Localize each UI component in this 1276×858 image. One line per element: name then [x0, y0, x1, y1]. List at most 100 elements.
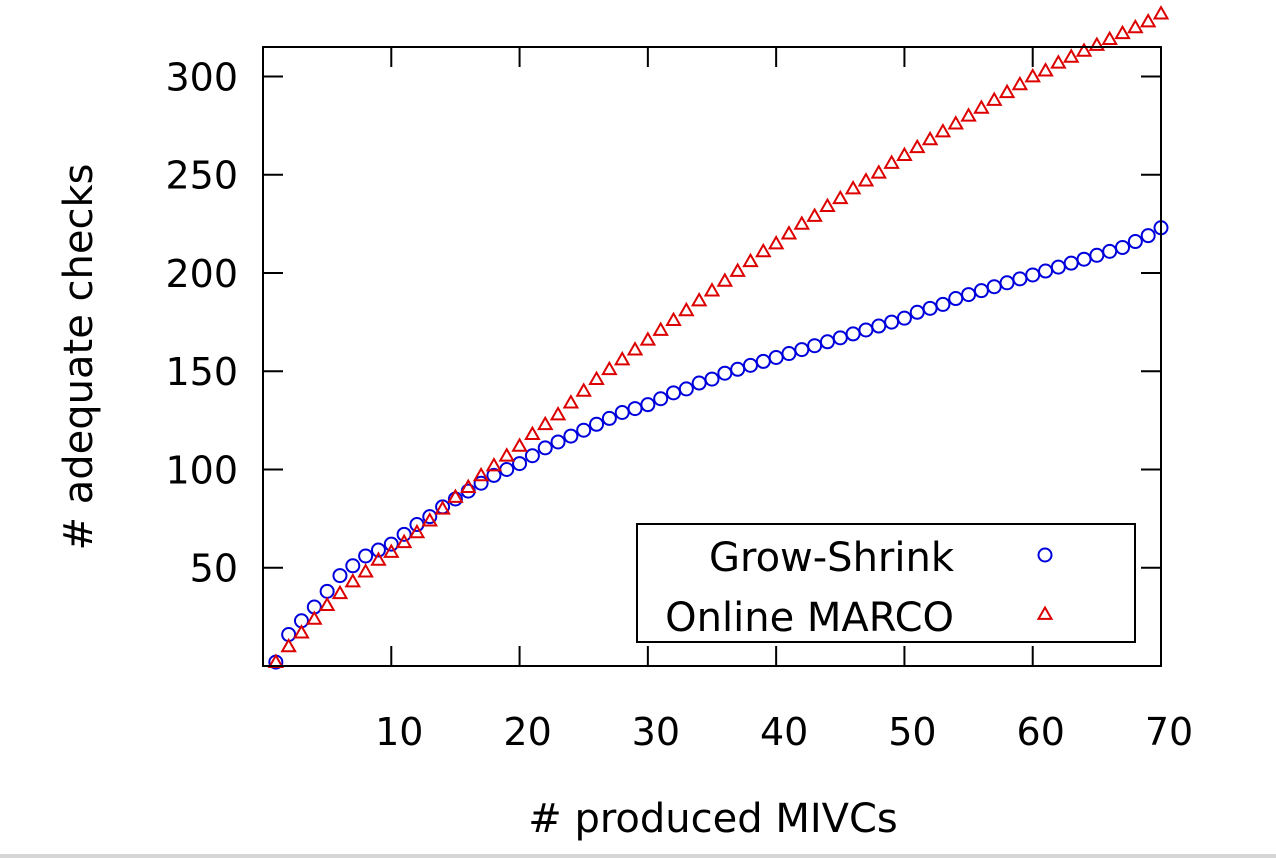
data-point — [486, 467, 502, 483]
data-point — [601, 360, 618, 376]
data-point — [575, 382, 592, 397]
data-point — [626, 341, 644, 356]
data-point — [922, 300, 938, 316]
data-point — [306, 610, 323, 625]
axes-layer: 10 20 30 40 50 60 70 50 100 150 200 250 300 — [165, 46, 1193, 754]
data-point — [1075, 42, 1093, 57]
data-point — [806, 207, 823, 222]
data-point — [717, 365, 733, 381]
data-point — [742, 357, 758, 373]
y-axis-title: # adequate checks — [56, 164, 102, 551]
data-point — [973, 99, 990, 114]
data-point — [1024, 67, 1041, 83]
data-point — [794, 342, 810, 358]
legend-label-online-marco: Online MARCO — [665, 595, 954, 641]
data-point — [345, 558, 361, 574]
data-point — [896, 310, 912, 326]
data-point — [986, 279, 1002, 295]
data-point — [473, 475, 489, 491]
data-point — [344, 572, 362, 588]
data-point — [703, 282, 721, 297]
data-point — [588, 370, 605, 385]
data-point — [319, 583, 335, 599]
data-point — [1050, 259, 1066, 275]
data-point — [434, 500, 451, 515]
legend: Grow-Shrink Online MARCO — [636, 523, 1136, 643]
data-point — [1127, 234, 1143, 250]
data-point — [960, 107, 977, 122]
data-point — [357, 563, 374, 578]
data-point — [1038, 263, 1054, 279]
data-point — [998, 83, 1016, 99]
y-tick-label: 300 — [165, 55, 238, 99]
data-point — [576, 422, 592, 438]
data-point — [1089, 247, 1105, 263]
data-point — [832, 330, 848, 346]
data-point — [1152, 5, 1170, 20]
y-tick-label: 100 — [165, 448, 238, 492]
data-point — [1139, 12, 1157, 28]
data-point — [396, 526, 412, 542]
data-point — [537, 440, 553, 456]
data-point — [690, 291, 708, 307]
y-tick-label: 250 — [165, 154, 238, 198]
data-point — [524, 448, 540, 464]
data-point — [293, 624, 310, 639]
data-point — [332, 568, 348, 584]
data-point — [934, 122, 952, 138]
data-point — [1101, 30, 1118, 46]
data-point — [524, 425, 541, 440]
data-point — [729, 262, 746, 277]
data-point — [653, 391, 669, 407]
data-point — [1012, 271, 1028, 287]
data-point — [601, 410, 617, 426]
legend-marker-online-marco — [1036, 605, 1054, 620]
data-point — [358, 548, 374, 564]
data-point — [973, 283, 989, 299]
data-point — [563, 428, 579, 444]
data-point — [678, 301, 695, 317]
data-point — [383, 543, 400, 558]
data-point — [613, 350, 631, 366]
x-tick-label: 50 — [888, 710, 936, 754]
data-point — [1025, 267, 1041, 283]
data-point — [499, 461, 515, 477]
data-point — [562, 394, 580, 409]
data-point — [395, 533, 413, 549]
data-point — [1062, 48, 1080, 63]
data-point — [793, 215, 811, 230]
x-tick-label: 10 — [375, 710, 423, 754]
y-tick-label: 200 — [165, 252, 238, 296]
data-point — [986, 91, 1003, 106]
data-point — [691, 375, 707, 391]
x-tick-label: 40 — [760, 710, 808, 754]
data-point — [947, 115, 964, 130]
y-tick-label: 50 — [190, 547, 238, 591]
data-point — [370, 542, 386, 558]
data-point — [1011, 75, 1029, 91]
legend-label-grow-shrink: Grow-Shrink — [709, 535, 955, 581]
data-point — [999, 275, 1015, 291]
data-point — [1102, 243, 1118, 259]
data-point — [331, 584, 349, 600]
data-point — [909, 138, 926, 154]
data-point — [498, 447, 515, 462]
data-point — [807, 338, 823, 354]
data-point — [370, 551, 387, 566]
data-point — [550, 434, 566, 450]
data-point — [870, 164, 887, 179]
data-point — [896, 146, 913, 161]
data-point — [704, 371, 720, 387]
x-tick-label: 30 — [632, 710, 680, 754]
series-layer — [267, 5, 1170, 670]
data-point — [883, 154, 900, 169]
data-point — [730, 361, 746, 377]
legend-marker-grow-shrink — [1037, 547, 1053, 563]
data-point — [1127, 18, 1144, 34]
series-online-marco — [267, 5, 1170, 668]
data-point — [1076, 251, 1092, 267]
data-point — [537, 415, 554, 431]
data-point — [460, 478, 477, 494]
data-point — [935, 296, 951, 312]
